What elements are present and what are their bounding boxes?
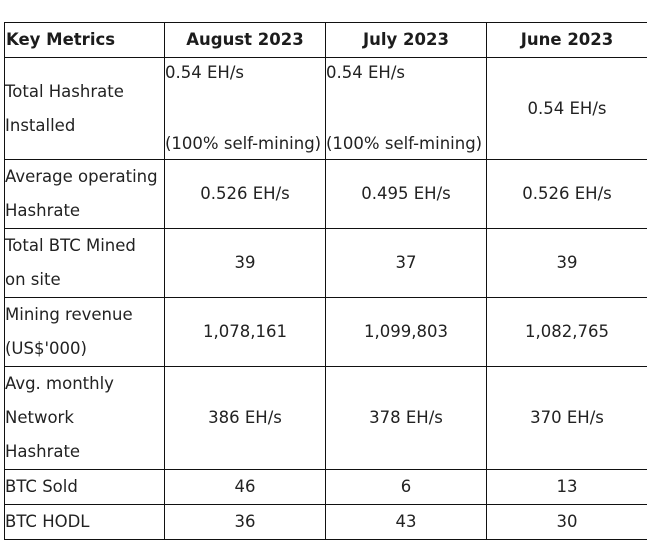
cell-july: 43 (326, 505, 487, 540)
row-label: Total Hashrate Installed (5, 58, 165, 160)
cell-august-value: 0.54 EH/s (165, 58, 244, 88)
row-label-text: Mining revenue (US$'000) (5, 298, 155, 366)
cell-june: 13 (487, 470, 647, 505)
row-label-text: Total Hashrate Installed (5, 75, 155, 143)
table-row: BTC Sold 46 6 13 (5, 470, 647, 505)
table-row: Total Hashrate Installed 0.54 EH/s (100%… (5, 58, 647, 160)
cell-august: 0.526 EH/s (165, 160, 326, 229)
cell-august: 46 (165, 470, 326, 505)
cell-june: 0.54 EH/s (487, 58, 647, 160)
table-row: Total BTC Mined on site 39 37 39 (5, 229, 647, 298)
cell-august: 39 (165, 229, 326, 298)
row-label-text: Avg. monthly Network Hashrate (5, 367, 125, 469)
cell-july: 0.54 EH/s (100% self-mining) (326, 58, 487, 160)
row-label: BTC HODL (5, 505, 165, 540)
header-july-2023: July 2023 (326, 23, 487, 58)
cell-august: 386 EH/s (165, 367, 326, 470)
header-row: Key Metrics August 2023 July 2023 June 2… (5, 23, 647, 58)
header-august-2023: August 2023 (165, 23, 326, 58)
row-label: BTC Sold (5, 470, 165, 505)
table-row: Avg. monthly Network Hashrate 386 EH/s 3… (5, 367, 647, 470)
table-row: Mining revenue (US$'000) 1,078,161 1,099… (5, 298, 647, 367)
cell-august: 36 (165, 505, 326, 540)
cell-july: 1,099,803 (326, 298, 487, 367)
table-row: BTC HODL 36 43 30 (5, 505, 647, 540)
row-label: Avg. monthly Network Hashrate (5, 367, 165, 470)
cell-august: 0.54 EH/s (100% self-mining) (165, 58, 326, 160)
table-row: Average operating Hashrate 0.526 EH/s 0.… (5, 160, 647, 229)
cell-august-note: (100% self-mining) (165, 129, 321, 159)
cell-june: 1,082,765 (487, 298, 647, 367)
row-label: Average operating Hashrate (5, 160, 165, 229)
cell-june: 39 (487, 229, 647, 298)
cell-july: 37 (326, 229, 487, 298)
row-label: Mining revenue (US$'000) (5, 298, 165, 367)
header-june-2023: June 2023 (487, 23, 647, 58)
row-label: Total BTC Mined on site (5, 229, 165, 298)
cell-july-note: (100% self-mining) (326, 129, 482, 159)
cell-june: 0.526 EH/s (487, 160, 647, 229)
key-metrics-table: Key Metrics August 2023 July 2023 June 2… (4, 22, 647, 540)
cell-june: 370 EH/s (487, 367, 647, 470)
cell-july: 6 (326, 470, 487, 505)
cell-july-value: 0.54 EH/s (326, 58, 405, 88)
cell-june: 30 (487, 505, 647, 540)
row-label-text: Total BTC Mined on site (5, 229, 155, 297)
header-key-metrics: Key Metrics (5, 23, 165, 58)
cell-july: 0.495 EH/s (326, 160, 487, 229)
cell-august: 1,078,161 (165, 298, 326, 367)
cell-july: 378 EH/s (326, 367, 487, 470)
